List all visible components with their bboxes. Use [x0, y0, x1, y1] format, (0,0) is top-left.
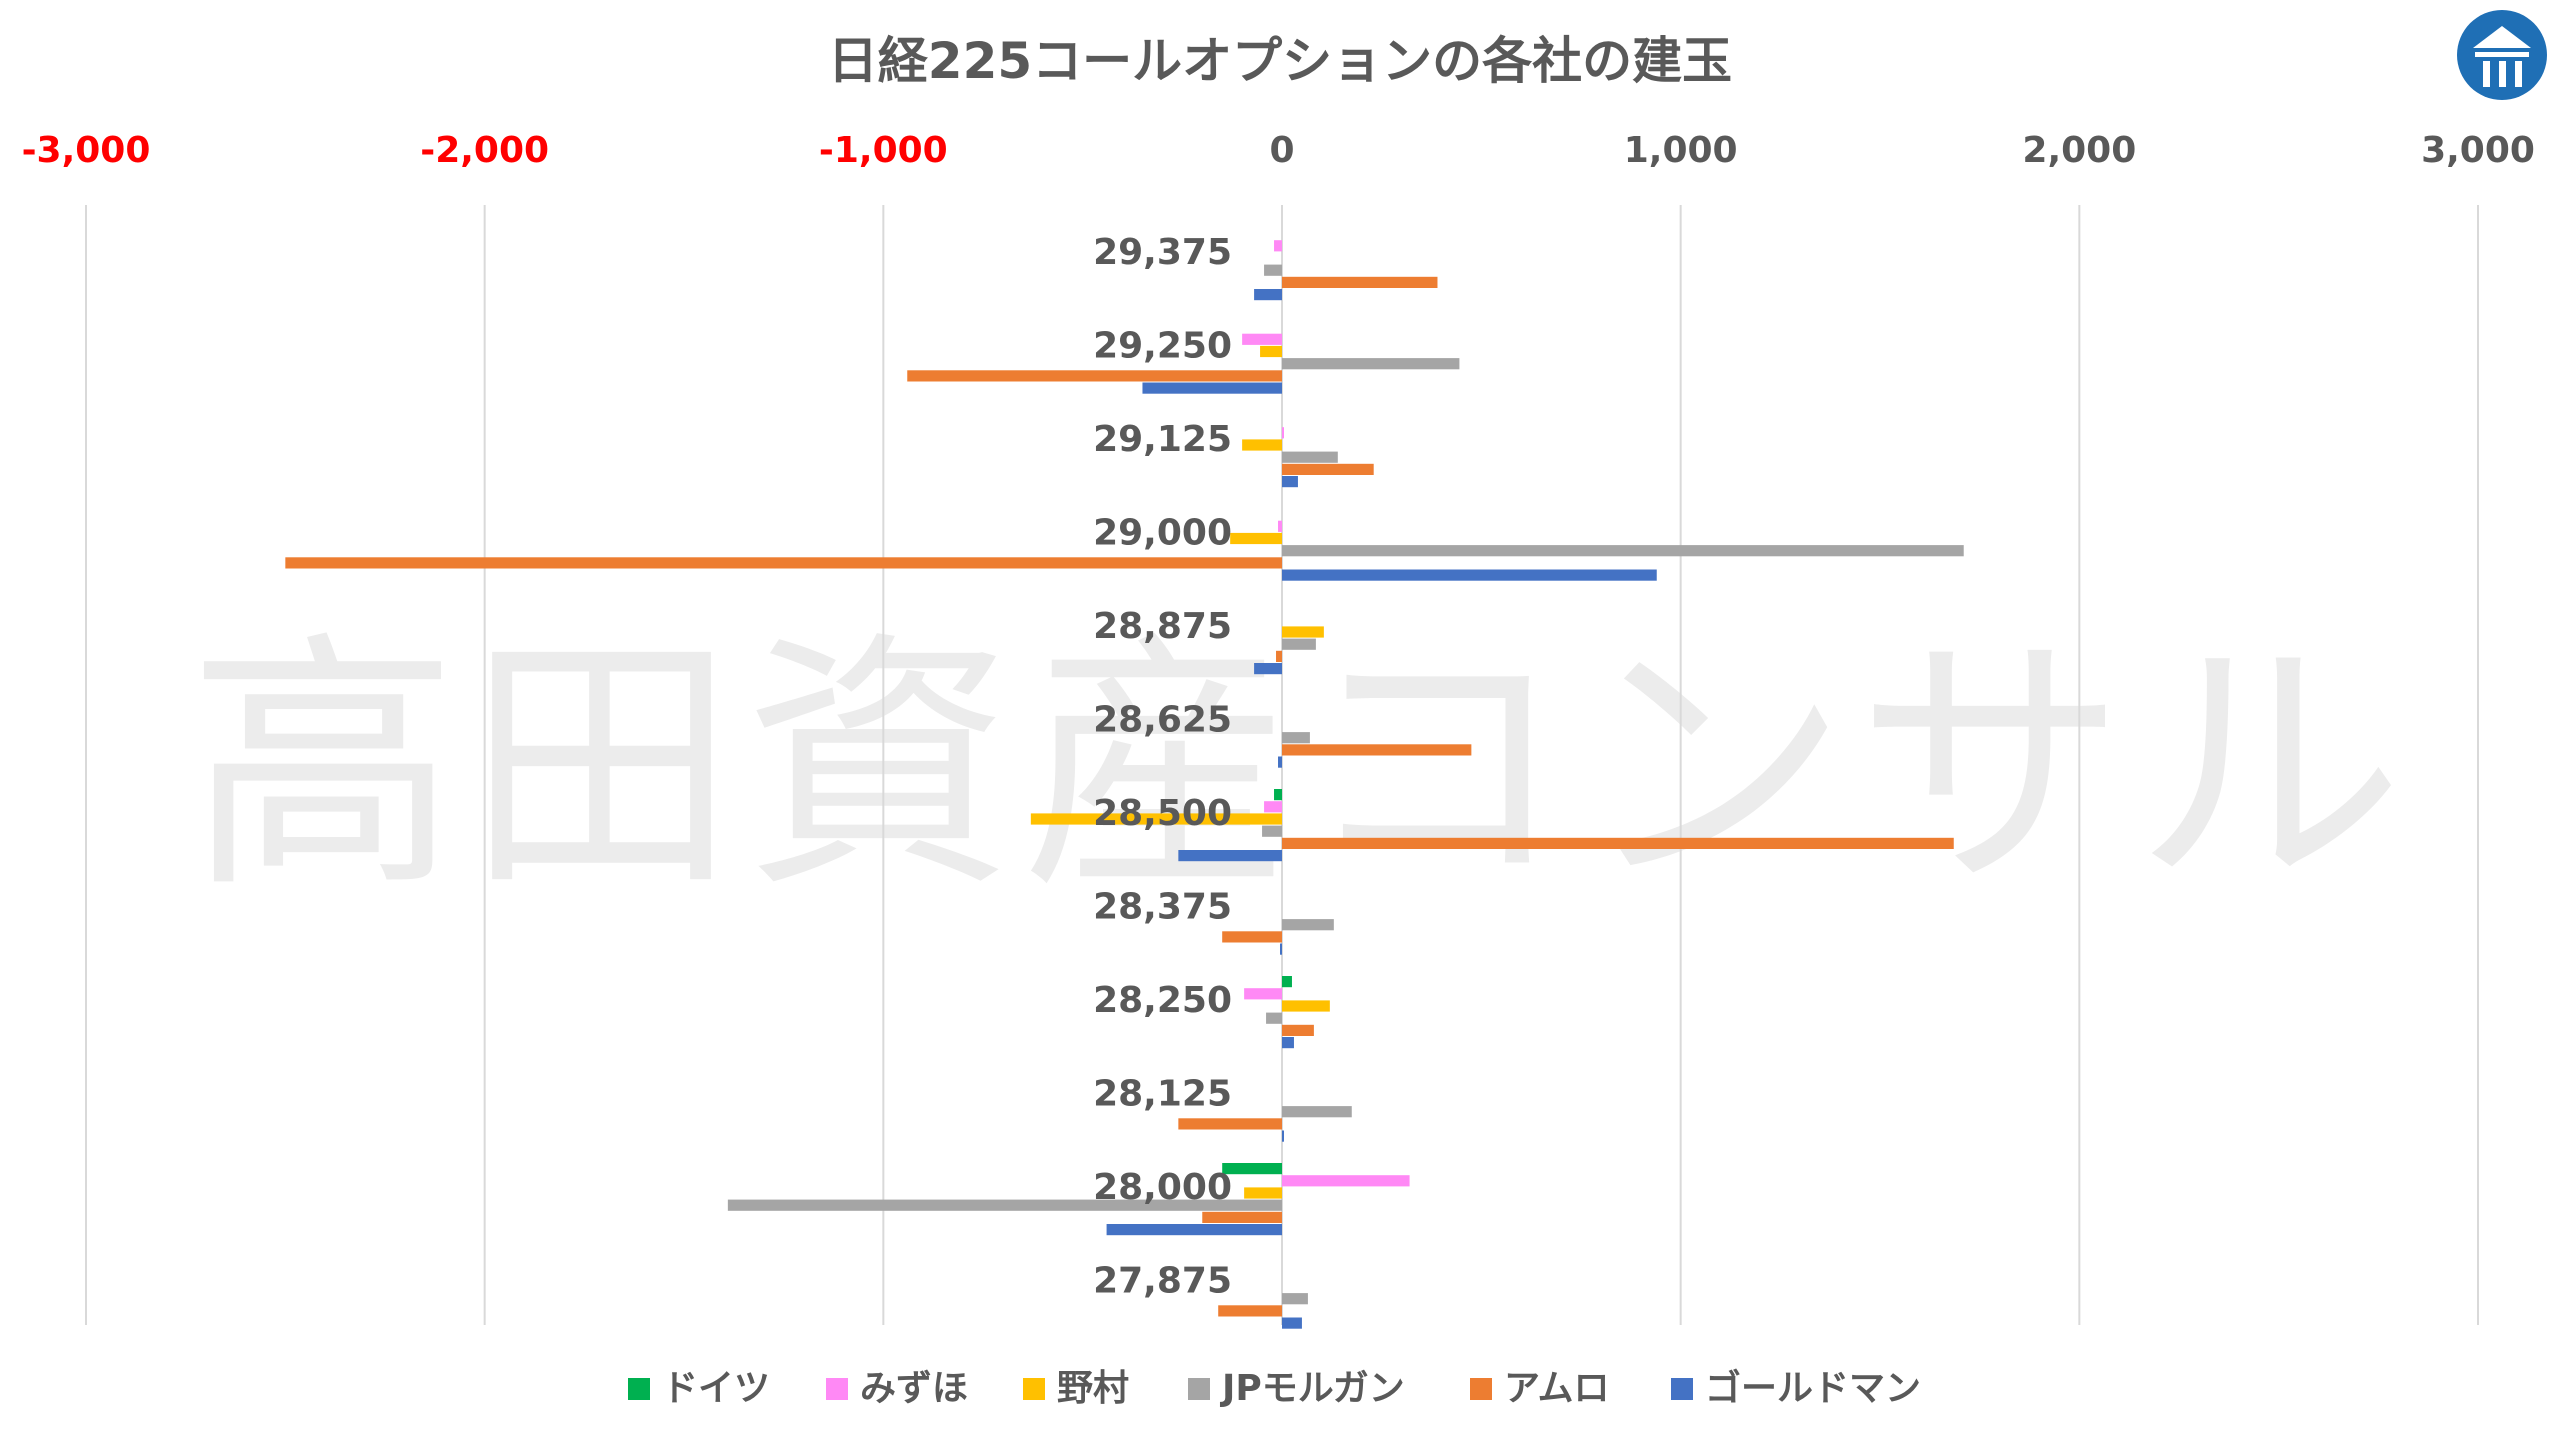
bar: [1282, 1175, 1410, 1187]
y-tick-label: 29,375: [1093, 232, 1232, 273]
bar: [1282, 545, 1964, 557]
bar: [1244, 988, 1282, 1000]
bar: [1282, 358, 1460, 370]
legend-label: ドイツ: [662, 1368, 770, 1409]
bar: [907, 370, 1282, 382]
bar: [1282, 463, 1374, 475]
bar: [1142, 382, 1282, 394]
x-tick-label: -1,000: [819, 130, 948, 171]
y-tick-label: 28,875: [1093, 606, 1232, 647]
x-tick-label: 3,000: [2421, 130, 2535, 171]
bar: [1282, 976, 1292, 988]
x-tick-label: -2,000: [420, 130, 549, 171]
bar: [1282, 626, 1324, 638]
bar: [1282, 1317, 1302, 1329]
bar: [1264, 264, 1282, 276]
bar: [1282, 638, 1316, 650]
bar: [1282, 276, 1438, 288]
bar: [1278, 756, 1282, 768]
bar: [1282, 732, 1310, 744]
bar: [1242, 439, 1282, 451]
bar: [1282, 837, 1954, 849]
bar: [1282, 1106, 1352, 1118]
bar: [1242, 333, 1282, 345]
bar: [1222, 931, 1282, 943]
x-axis-ticks: -3,000 -2,000 -1,000 0 1,000 2,000 3,000: [22, 130, 2535, 171]
legend-swatch: [1188, 1378, 1210, 1400]
x-tick-label: 2,000: [2022, 130, 2136, 171]
legend: ドイツ みずほ 野村 JPモルガン アムロ ゴールドマン: [628, 1367, 1921, 1409]
bar: [1282, 1000, 1330, 1012]
bar: [1222, 1163, 1282, 1175]
chart-title: 日経225コールオプションの各社の建玉: [828, 32, 1732, 90]
bar: [1106, 1224, 1282, 1236]
x-tick-label: 1,000: [1624, 130, 1738, 171]
y-tick-label: 28,125: [1093, 1074, 1232, 1115]
bar: [1230, 532, 1282, 545]
bar: [1266, 1012, 1282, 1024]
bar: [1030, 813, 1282, 825]
y-tick-label: 28,625: [1093, 700, 1232, 741]
y-tick-label: 28,500: [1093, 793, 1232, 834]
bar: [1282, 1130, 1284, 1142]
bar: [1282, 569, 1657, 581]
legend-label: みずほ: [860, 1368, 968, 1409]
y-tick-label: 28,375: [1093, 887, 1232, 928]
bar: [1260, 345, 1282, 358]
bar: [1262, 825, 1282, 837]
y-tick-label: 28,000: [1093, 1167, 1232, 1208]
legend-swatch: [1671, 1378, 1693, 1400]
bar: [1274, 789, 1282, 801]
bar: [1254, 289, 1282, 301]
legend-swatch: [628, 1378, 650, 1400]
y-tick-label: 29,250: [1093, 326, 1232, 367]
x-tick-label: -3,000: [22, 130, 151, 171]
bar: [1202, 1211, 1282, 1223]
y-tick-label: 27,875: [1093, 1261, 1232, 1302]
x-tick-label: 0: [1269, 130, 1294, 171]
y-tick-label: 28,250: [1093, 980, 1232, 1021]
bar: [1282, 744, 1472, 756]
bar: [1282, 1037, 1294, 1049]
bar: [1244, 1187, 1282, 1199]
y-axis-ticks: 29,375 29,250 29,125 29,000 28,875 28,625 28,5…: [1093, 232, 1232, 1302]
bar: [1254, 663, 1282, 675]
bars: [285, 240, 1964, 1329]
bar: [1282, 1293, 1308, 1305]
bar: [1276, 650, 1282, 662]
legend-label: アムロ: [1504, 1368, 1609, 1409]
bar: [1278, 520, 1282, 532]
legend-swatch: [1470, 1378, 1492, 1400]
legend-swatch: [826, 1378, 848, 1400]
bar: [1178, 1118, 1282, 1130]
bar: [285, 557, 1282, 569]
bar: [1282, 476, 1298, 488]
bar: [1282, 1024, 1314, 1036]
bar: [1280, 943, 1282, 955]
bar: [1218, 1305, 1282, 1317]
bar: [1178, 850, 1282, 862]
bar: [1282, 451, 1338, 463]
bar: [1282, 919, 1334, 931]
legend-label: ゴールドマン: [1705, 1367, 1921, 1409]
bar: [1282, 427, 1284, 439]
legend-label: JPモルガン: [1219, 1368, 1405, 1409]
bar: [727, 1199, 1282, 1211]
bar: [1264, 801, 1282, 813]
legend-label: 野村: [1057, 1368, 1129, 1409]
y-tick-label: 29,125: [1093, 419, 1232, 460]
bar: [1274, 240, 1282, 252]
legend-swatch: [1023, 1378, 1045, 1400]
y-tick-label: 29,000: [1093, 513, 1232, 554]
logo-icon: [2457, 10, 2547, 100]
watermark: 高田資産コンサル: [188, 609, 2412, 924]
